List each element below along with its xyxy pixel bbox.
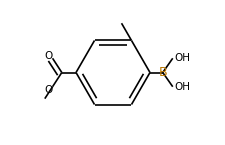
- Text: B: B: [158, 66, 166, 79]
- Text: O: O: [44, 85, 52, 95]
- Text: OH: OH: [173, 83, 189, 92]
- Text: O: O: [45, 51, 53, 61]
- Text: OH: OH: [173, 53, 189, 62]
